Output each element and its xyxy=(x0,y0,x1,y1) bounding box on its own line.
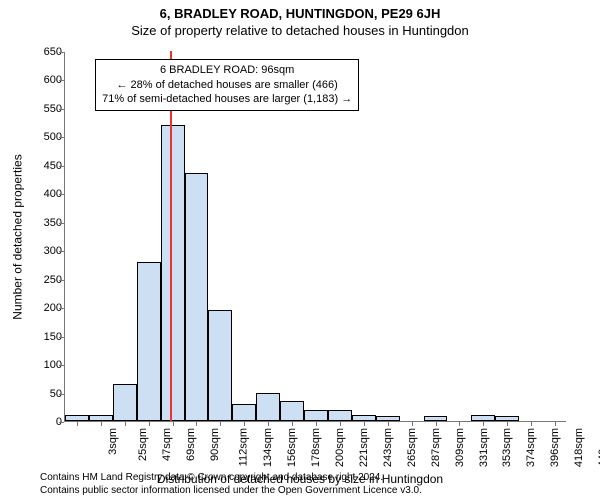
histogram-bar xyxy=(280,401,304,421)
x-tick-mark xyxy=(388,421,389,426)
y-tick-label: 0 xyxy=(32,416,62,428)
x-tick-mark xyxy=(77,421,78,426)
x-tick-label: 178sqm xyxy=(310,428,322,467)
x-tick-mark xyxy=(483,421,484,426)
histogram-bar xyxy=(185,173,209,421)
x-tick-mark xyxy=(340,421,341,426)
x-tick-mark xyxy=(316,421,317,426)
x-tick-label: 331sqm xyxy=(478,428,490,467)
y-tick-label: 150 xyxy=(32,331,62,343)
property-size-chart: 6, BRADLEY ROAD, HUNTINGDON, PE29 6JH Si… xyxy=(0,0,600,500)
attribution-footer: Contains HM Land Registry data © Crown c… xyxy=(40,472,422,497)
y-tick-label: 500 xyxy=(32,131,62,143)
y-tick-label: 550 xyxy=(32,103,62,115)
y-tick-label: 300 xyxy=(32,245,62,257)
histogram-bar xyxy=(208,310,232,421)
plot-area: 6 BRADLEY ROAD: 96sqm ← 28% of detached … xyxy=(64,52,566,422)
x-tick-mark xyxy=(459,421,460,426)
footer-line1: Contains HM Land Registry data © Crown c… xyxy=(40,472,422,485)
annotation-box: 6 BRADLEY ROAD: 96sqm ← 28% of detached … xyxy=(95,59,359,112)
histogram-bar xyxy=(113,384,137,421)
y-tick-mark xyxy=(59,422,64,423)
x-tick-mark xyxy=(364,421,365,426)
x-tick-mark xyxy=(268,421,269,426)
x-tick-mark xyxy=(436,421,437,426)
x-tick-mark xyxy=(125,421,126,426)
x-tick-label: 134sqm xyxy=(263,428,275,467)
x-tick-label: 353sqm xyxy=(502,428,514,467)
x-tick-mark xyxy=(244,421,245,426)
x-tick-mark xyxy=(531,421,532,426)
y-tick-label: 650 xyxy=(32,46,62,58)
footer-line2: Contains public sector information licen… xyxy=(40,485,422,498)
y-tick-label: 400 xyxy=(32,188,62,200)
y-tick-label: 350 xyxy=(32,217,62,229)
x-tick-label: 265sqm xyxy=(406,428,418,467)
x-tick-label: 47sqm xyxy=(161,428,173,461)
x-tick-mark xyxy=(292,421,293,426)
histogram-bar xyxy=(161,125,185,421)
y-tick-label: 100 xyxy=(32,359,62,371)
x-tick-mark xyxy=(149,421,150,426)
x-tick-label: 112sqm xyxy=(238,428,250,466)
histogram-bar xyxy=(304,410,328,421)
y-tick-label: 50 xyxy=(32,388,62,400)
chart-subtitle: Size of property relative to detached ho… xyxy=(0,21,600,38)
x-tick-label: 90sqm xyxy=(209,428,221,461)
x-tick-mark xyxy=(507,421,508,426)
x-tick-label: 418sqm xyxy=(573,428,585,467)
y-tick-label: 250 xyxy=(32,274,62,286)
x-tick-mark xyxy=(220,421,221,426)
annotation-line2: ← 28% of detached houses are smaller (46… xyxy=(102,78,352,93)
x-tick-label: 374sqm xyxy=(525,428,537,467)
y-axis-label: Number of detached properties xyxy=(11,154,25,319)
x-tick-label: 396sqm xyxy=(549,428,561,467)
x-tick-mark xyxy=(101,421,102,426)
x-tick-mark xyxy=(412,421,413,426)
histogram-bar xyxy=(137,262,161,421)
histogram-bar xyxy=(232,404,256,421)
chart-title-address: 6, BRADLEY ROAD, HUNTINGDON, PE29 6JH xyxy=(0,0,600,21)
y-tick-label: 200 xyxy=(32,302,62,314)
histogram-bar xyxy=(328,410,352,421)
annotation-line3: 71% of semi-detached houses are larger (… xyxy=(102,92,352,107)
x-tick-label: 309sqm xyxy=(454,428,466,467)
x-tick-label: 156sqm xyxy=(286,428,298,467)
x-tick-label: 69sqm xyxy=(185,428,197,461)
x-tick-label: 3sqm xyxy=(107,428,119,455)
x-tick-label: 221sqm xyxy=(358,428,370,467)
x-tick-label: 200sqm xyxy=(334,428,346,467)
y-axis-label-container: Number of detached properties xyxy=(8,52,28,422)
x-tick-mark xyxy=(173,421,174,426)
y-tick-label: 600 xyxy=(32,74,62,86)
histogram-bar xyxy=(256,393,280,421)
x-tick-mark xyxy=(196,421,197,426)
y-tick-label: 450 xyxy=(32,160,62,172)
x-tick-label: 243sqm xyxy=(382,428,394,467)
x-tick-label: 25sqm xyxy=(137,428,149,461)
x-tick-mark xyxy=(555,421,556,426)
annotation-line1: 6 BRADLEY ROAD: 96sqm xyxy=(102,63,352,78)
x-tick-label: 287sqm xyxy=(430,428,442,467)
